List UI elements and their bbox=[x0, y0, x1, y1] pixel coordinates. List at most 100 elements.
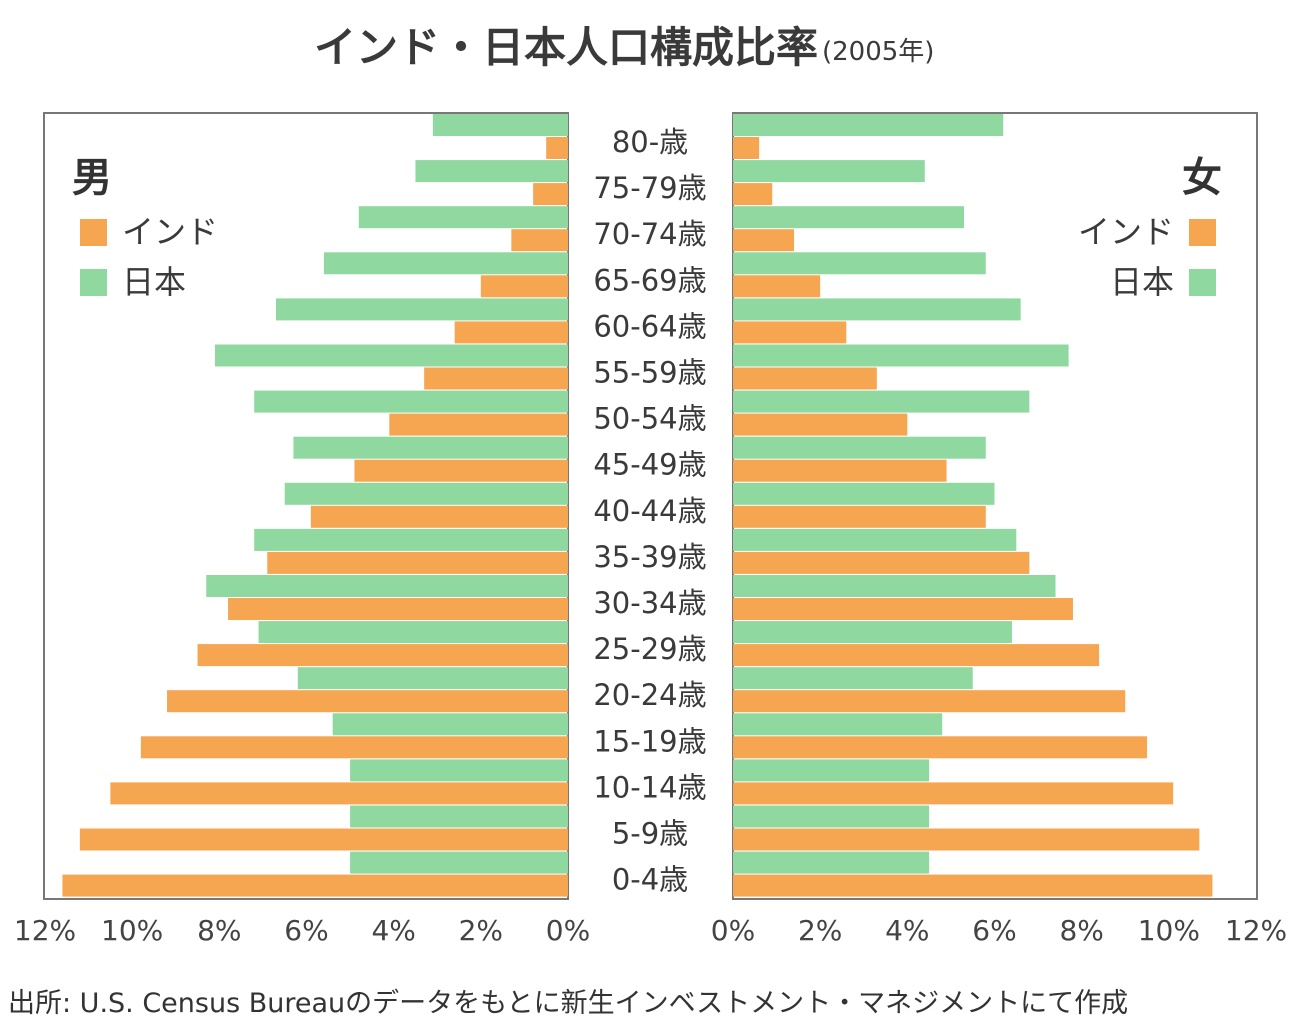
bar-female-japan-7 bbox=[733, 436, 986, 459]
bar-female-india-0 bbox=[733, 137, 760, 159]
bar-male-japan-8 bbox=[284, 482, 568, 505]
male-x-tick-label: 0% bbox=[546, 914, 590, 947]
legend-swatch-japan-female bbox=[1189, 269, 1216, 296]
bar-female-japan-3 bbox=[733, 252, 986, 275]
age-label: 5-9歳 bbox=[612, 817, 688, 851]
age-label: 0-4歳 bbox=[612, 863, 688, 897]
bar-male-india-14 bbox=[110, 782, 568, 805]
bar-female-india-7 bbox=[733, 459, 947, 482]
female-legend: 女 インド 日本 bbox=[1078, 155, 1222, 301]
bar-male-japan-0 bbox=[432, 114, 568, 136]
bar-male-japan-16 bbox=[350, 851, 568, 874]
chart-title: インド・日本人口構成比率 bbox=[314, 23, 818, 72]
bar-female-japan-12 bbox=[733, 667, 973, 690]
bar-female-india-9 bbox=[733, 551, 1030, 574]
bar-female-india-15 bbox=[733, 828, 1200, 851]
male-heading: 男 bbox=[72, 155, 112, 201]
bar-female-japan-2 bbox=[733, 206, 964, 229]
bar-female-japan-8 bbox=[733, 482, 995, 505]
bar-female-japan-14 bbox=[733, 759, 930, 782]
bar-male-india-16 bbox=[62, 874, 568, 897]
bar-female-india-5 bbox=[733, 367, 877, 390]
bar-female-india-4 bbox=[733, 321, 847, 344]
bar-female-india-1 bbox=[733, 183, 773, 206]
age-label: 80-歳 bbox=[612, 125, 688, 159]
age-label: 75-79歳 bbox=[593, 171, 706, 205]
x-tick-labels: 0% 0% 2% 2% 4% 4% 6% 6% 8% 8% 10% 10% 12% 12% bbox=[14, 914, 1287, 947]
bar-female-india-11 bbox=[733, 644, 1100, 667]
bar-male-japan-10 bbox=[206, 575, 568, 597]
bar-female-india-3 bbox=[733, 275, 821, 298]
female-x-tick-label: 6% bbox=[972, 914, 1016, 947]
bar-female-india-14 bbox=[733, 782, 1174, 805]
bar-female-japan-11 bbox=[733, 621, 1012, 644]
bar-male-india-1 bbox=[533, 183, 568, 206]
legend-swatch-japan-male bbox=[80, 269, 107, 296]
bar-female-japan-6 bbox=[733, 390, 1030, 413]
male-x-tick-label: 2% bbox=[459, 914, 503, 947]
male-x-tick-label: 10% bbox=[101, 914, 163, 947]
age-label: 15-19歳 bbox=[593, 724, 706, 758]
bar-male-india-12 bbox=[167, 690, 569, 713]
bar-female-japan-9 bbox=[733, 528, 1017, 551]
legend-label-japan-male: 日本 bbox=[122, 263, 186, 301]
age-label: 30-34歳 bbox=[593, 586, 706, 620]
bar-male-japan-1 bbox=[415, 160, 568, 183]
female-x-tick-label: 8% bbox=[1059, 914, 1103, 947]
bar-female-japan-0 bbox=[733, 114, 1004, 136]
age-label: 20-24歳 bbox=[593, 678, 706, 712]
bar-female-india-12 bbox=[733, 690, 1126, 713]
bar-male-japan-11 bbox=[258, 621, 568, 644]
bar-male-japan-7 bbox=[293, 436, 568, 459]
bar-female-japan-10 bbox=[733, 575, 1056, 597]
bar-male-japan-9 bbox=[254, 528, 568, 551]
chart-subtitle: (2005年) bbox=[822, 37, 934, 67]
age-label: 65-69歳 bbox=[593, 263, 706, 297]
male-x-tick-label: 6% bbox=[284, 914, 328, 947]
bar-male-japan-13 bbox=[332, 713, 568, 736]
male-x-tick-label: 4% bbox=[371, 914, 415, 947]
bar-female-india-16 bbox=[733, 874, 1213, 897]
bar-male-india-9 bbox=[267, 551, 568, 574]
bar-male-india-11 bbox=[197, 644, 568, 667]
source-note: 出所: U.S. Census Bureauのデータをもとに新生インベストメント… bbox=[8, 988, 1128, 1019]
bars-layer bbox=[62, 114, 1213, 897]
bar-female-india-10 bbox=[733, 598, 1073, 620]
bar-male-india-0 bbox=[546, 137, 568, 159]
female-heading: 女 bbox=[1182, 155, 1222, 201]
bar-male-japan-12 bbox=[297, 667, 568, 690]
bar-male-india-4 bbox=[454, 321, 568, 344]
bar-male-india-8 bbox=[310, 505, 568, 528]
legend-label-india-female: インド bbox=[1078, 213, 1174, 251]
bar-female-japan-5 bbox=[733, 344, 1069, 367]
age-labels: 80-歳 75-79歳 70-74歳 65-69歳 60-64歳 55-59歳 50-54歳… bbox=[593, 125, 706, 897]
bar-female-japan-16 bbox=[733, 851, 930, 874]
bar-female-japan-13 bbox=[733, 713, 943, 736]
male-x-tick-label: 12% bbox=[14, 914, 76, 947]
legend-swatch-india-male bbox=[80, 219, 107, 246]
legend-label-japan-female: 日本 bbox=[1110, 263, 1174, 301]
bar-male-india-5 bbox=[424, 367, 568, 390]
female-x-tick-label: 2% bbox=[798, 914, 842, 947]
age-label: 25-29歳 bbox=[593, 632, 706, 666]
age-label: 35-39歳 bbox=[593, 540, 706, 574]
bar-female-japan-15 bbox=[733, 805, 930, 828]
bar-male-india-7 bbox=[354, 459, 568, 482]
age-label: 10-14歳 bbox=[593, 770, 706, 804]
bar-male-india-13 bbox=[140, 736, 568, 759]
bar-male-japan-5 bbox=[214, 344, 568, 367]
bar-male-japan-14 bbox=[350, 759, 568, 782]
age-label: 55-59歳 bbox=[593, 356, 706, 390]
bar-male-japan-15 bbox=[350, 805, 568, 828]
age-label: 70-74歳 bbox=[593, 217, 706, 251]
bar-male-india-10 bbox=[228, 598, 569, 620]
age-label: 60-64歳 bbox=[593, 309, 706, 343]
female-x-tick-label: 4% bbox=[885, 914, 929, 947]
male-x-tick-label: 8% bbox=[197, 914, 241, 947]
age-label: 50-54歳 bbox=[593, 402, 706, 436]
female-x-tick-label: 10% bbox=[1138, 914, 1200, 947]
age-label: 40-44歳 bbox=[593, 494, 706, 528]
bar-male-japan-3 bbox=[323, 252, 568, 275]
legend-swatch-india-female bbox=[1189, 219, 1216, 246]
